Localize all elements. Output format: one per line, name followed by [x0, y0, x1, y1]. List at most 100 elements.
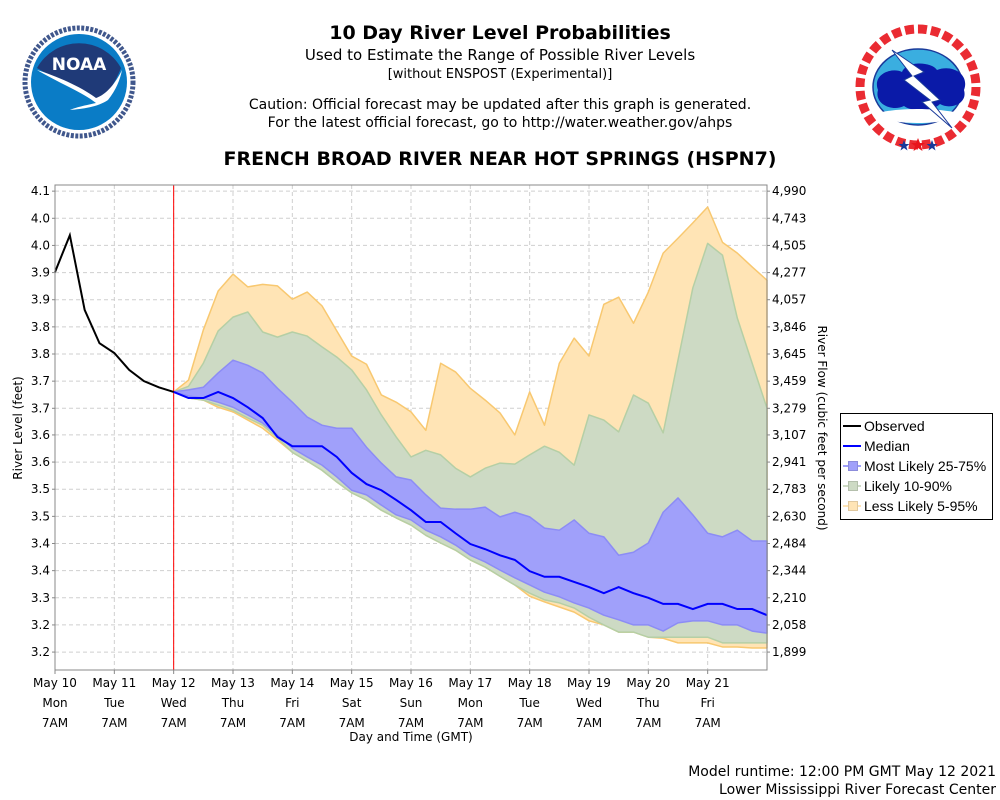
x-tick-label: Sun — [400, 696, 423, 710]
legend-label: Less Likely 5-95% — [864, 498, 978, 514]
y2-tick-label: 3,645 — [772, 347, 806, 361]
x-tick-label: May 11 — [92, 676, 136, 690]
chart-subtitle: Used to Estimate the Range of Possible R… — [304, 46, 696, 64]
y2-tick-label: 2,484 — [772, 537, 806, 551]
legend-item: Observed — [841, 416, 986, 436]
legend-label: Likely 10-90% — [864, 478, 952, 494]
band-10-90 — [172, 242, 768, 644]
x-tick-label: 7AM — [517, 716, 543, 730]
y-tick-label: 4.0 — [31, 238, 50, 252]
legend-label: Observed — [864, 418, 925, 434]
x-tick-label: 7AM — [279, 716, 305, 730]
y-tick-label: 3.7 — [31, 374, 50, 388]
y2-tick-label: 4,277 — [772, 266, 806, 280]
y-tick-label: 3.7 — [31, 401, 50, 415]
legend-item: Median — [841, 436, 986, 456]
noaa-logo: NOAA — [22, 25, 136, 139]
x-tick-label: May 21 — [686, 676, 730, 690]
y2-tick-label: 2,783 — [772, 482, 806, 496]
x-tick-label: 7AM — [220, 716, 246, 730]
legend-swatch-box — [848, 481, 858, 491]
y2-tick-label: 4,505 — [772, 238, 806, 252]
x-tick-label: May 19 — [567, 676, 611, 690]
x-tick-label: May 16 — [389, 676, 433, 690]
station-title: FRENCH BROAD RIVER NEAR HOT SPRINGS (HSP… — [223, 148, 777, 170]
legend-item: Most Likely 25-75% — [841, 456, 986, 476]
x-tick-label: 7AM — [339, 716, 365, 730]
x-tick-label: 7AM — [576, 716, 602, 730]
y2-tick-label: 2,058 — [772, 618, 806, 632]
x-tick-label: Thu — [221, 696, 245, 710]
y2-tick-label: 4,990 — [772, 184, 806, 198]
x-tick-label: 7AM — [695, 716, 721, 730]
x-tick-label: May 17 — [448, 676, 492, 690]
x-tick-label: Mon — [42, 696, 67, 710]
x-tick-label: 7AM — [101, 716, 127, 730]
x-tick-label: Tue — [103, 696, 125, 710]
y-tick-label: 3.2 — [31, 618, 50, 632]
model-runtime: Model runtime: 12:00 PM GMT May 12 2021 — [688, 764, 996, 780]
caution-text: Caution: Official forecast may be update… — [248, 97, 752, 113]
y-tick-label: 3.9 — [31, 266, 50, 280]
x-tick-label: May 13 — [211, 676, 255, 690]
y-tick-label: 4.0 — [31, 211, 50, 225]
x-tick-label: 7AM — [398, 716, 424, 730]
x-tick-label: Fri — [285, 696, 299, 710]
x-tick-label: May 20 — [626, 676, 670, 690]
plot-background — [55, 185, 767, 670]
x-tick-label: Thu — [636, 696, 660, 710]
y2-tick-label: 2,630 — [772, 509, 806, 523]
legend-label: Most Likely 25-75% — [864, 458, 987, 474]
y-tick-label: 3.5 — [31, 482, 50, 496]
legend-swatch-box — [848, 501, 858, 511]
y-axis-label: River Level (feet) — [11, 376, 25, 479]
y2-tick-label: 2,344 — [772, 564, 806, 578]
y2-tick-label: 4,743 — [772, 211, 806, 225]
x-tick-label: 7AM — [42, 716, 68, 730]
x-tick-label: Wed — [161, 696, 187, 710]
y-tick-label: 3.8 — [31, 347, 50, 361]
x-tick-label: Tue — [518, 696, 540, 710]
plot-border — [54, 184, 768, 671]
x-tick-label: Sat — [342, 696, 362, 710]
median-line — [173, 390, 768, 617]
svg-text:NOAA: NOAA — [52, 55, 107, 75]
band-5-95 — [172, 206, 768, 649]
y-tick-label: 4.1 — [31, 184, 50, 198]
legend: Observed Median Most Likely 25-75% Likely 1… — [840, 413, 994, 520]
x-axis-label: Day and Time (GMT) — [349, 730, 472, 744]
chart-title: 10 Day River Level Probabilities — [329, 22, 671, 44]
y2-tick-label: 4,057 — [772, 293, 806, 307]
y-tick-label: 3.2 — [31, 645, 50, 659]
legend-swatch — [843, 501, 861, 511]
x-tick-label: May 18 — [508, 676, 552, 690]
y2-tick-label: 3,107 — [772, 428, 806, 442]
nws-logo — [855, 24, 981, 151]
y-tick-label: 3.5 — [31, 509, 50, 523]
chart-subtitle-2: [without ENSPOST (Experimental)] — [387, 67, 613, 82]
x-tick-label: 7AM — [635, 716, 661, 730]
y2-tick-label: 2,210 — [772, 591, 806, 605]
x-tick-label: Fri — [701, 696, 715, 710]
y-tick-label: 3.3 — [31, 591, 50, 605]
y-tick-label: 3.4 — [31, 564, 50, 578]
y-tick-label: 3.8 — [31, 320, 50, 334]
legend-swatch-box — [848, 461, 858, 471]
grid — [54, 185, 767, 670]
legend-label: Median — [864, 438, 910, 454]
y2-tick-label: 1,899 — [772, 645, 806, 659]
legend-item: Likely 10-90% — [841, 476, 986, 496]
x-tick-label: Mon — [458, 696, 483, 710]
legend-swatch — [843, 461, 861, 471]
caution-link-text: For the latest official forecast, go to … — [267, 115, 733, 131]
legend-swatch — [843, 425, 861, 427]
y2-tick-label: 3,459 — [772, 374, 806, 388]
x-tick-label: 7AM — [457, 716, 483, 730]
series-lines — [54, 185, 768, 670]
observed-line — [54, 231, 174, 393]
y-tick-label: 3.4 — [31, 537, 50, 551]
x-tick-label: May 10 — [33, 676, 77, 690]
y-tick-label: 3.6 — [31, 428, 50, 442]
y2-axis-label: River Flow (cubic feet per second) — [815, 325, 829, 530]
y2-tick-label: 2,941 — [772, 455, 806, 469]
